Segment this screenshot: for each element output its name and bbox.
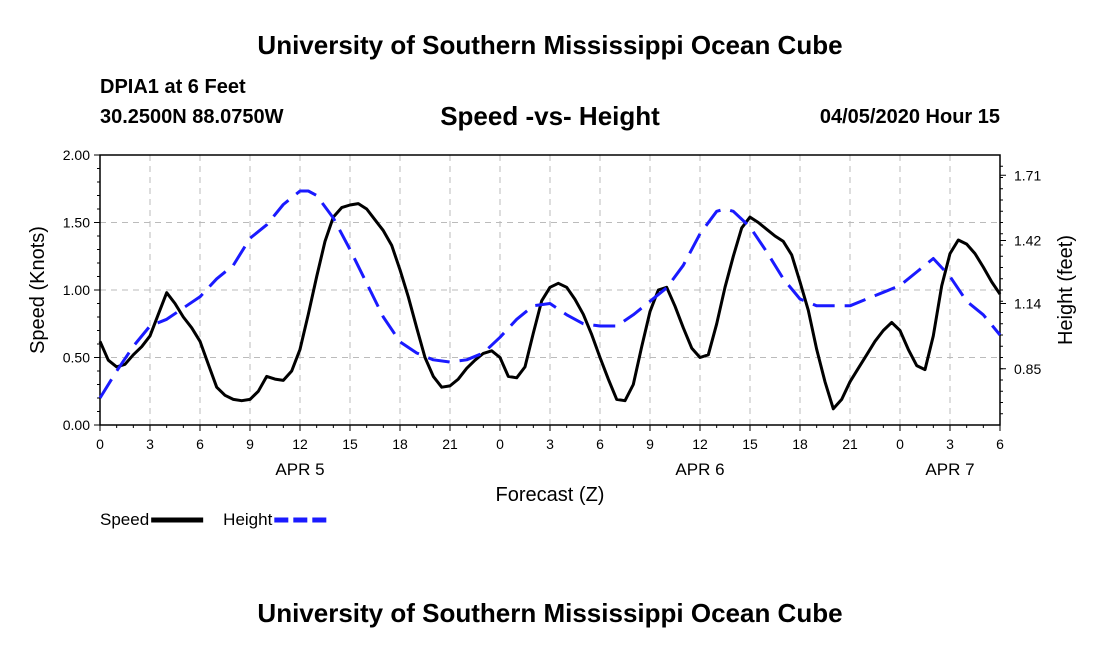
y-tick-label: 0.00: [63, 417, 90, 433]
legend-label-height: Height: [223, 510, 272, 529]
forecast-datetime: 04/05/2020 Hour 15: [819, 106, 1000, 128]
x-tick-label: 15: [342, 436, 358, 452]
x-tick-label: 0: [496, 436, 504, 452]
x-tick-label: 18: [392, 436, 408, 452]
y-tick-label: 2.00: [63, 147, 90, 163]
x-tick-label: 0: [896, 436, 904, 452]
x-tick-label: 9: [246, 436, 254, 452]
x-tick-label: 6: [596, 436, 604, 452]
y2-axis-title: Height (feet): [1055, 235, 1077, 345]
legend-label-speed: Speed: [100, 510, 149, 529]
y2-tick-label: 1.42: [1014, 233, 1041, 249]
x-axis-title: Forecast (Z): [496, 484, 605, 506]
chart-subtitle: Speed -vs- Height: [440, 101, 660, 131]
height-series-line: [98, 189, 1002, 399]
speed-series-line: [98, 202, 1002, 411]
x-tick-label: 21: [842, 436, 858, 452]
station-label: DPIA1 at 6 Feet: [100, 76, 246, 98]
y2-tick-label: 0.85: [1014, 361, 1041, 377]
x-tick-label: 3: [146, 436, 154, 452]
date-label: APR 5: [275, 460, 324, 479]
y-axis-title: Speed (Knots): [27, 226, 49, 354]
station-coordinates: 30.2500N 88.0750W: [100, 106, 284, 128]
x-tick-label: 21: [442, 436, 458, 452]
x-tick-label: 6: [996, 436, 1004, 452]
date-label: APR 6: [675, 460, 724, 479]
x-tick-label: 6: [196, 436, 204, 452]
x-tick-label: 18: [792, 436, 808, 452]
x-tick-label: 9: [646, 436, 654, 452]
y2-tick-label: 1.71: [1014, 167, 1041, 183]
y2-tick-label: 1.14: [1014, 296, 1041, 312]
date-label: APR 7: [925, 460, 974, 479]
x-tick-label: 15: [742, 436, 758, 452]
y-tick-label: 1.00: [63, 282, 90, 298]
x-tick-label: 12: [692, 436, 708, 452]
x-tick-label: 12: [292, 436, 308, 452]
x-tick-label: 3: [546, 436, 554, 452]
x-tick-label: 0: [96, 436, 104, 452]
y-tick-label: 1.50: [63, 215, 90, 231]
chart-title: University of Southern Mississippi Ocean…: [257, 30, 843, 60]
y-tick-label: 0.50: [63, 350, 90, 366]
footer-title: University of Southern Mississippi Ocean…: [257, 598, 843, 628]
x-tick-label: 3: [946, 436, 954, 452]
